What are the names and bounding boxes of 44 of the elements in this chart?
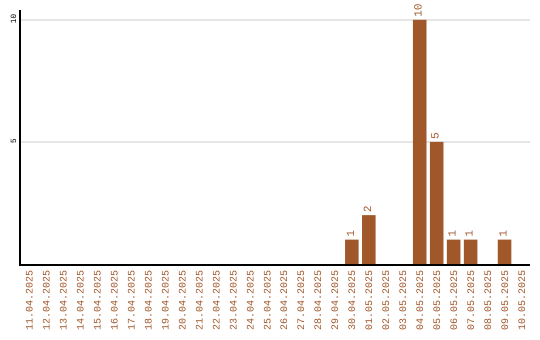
x-tick-label: 24.04.2025	[246, 270, 258, 330]
x-tick-label: 01.05.2025	[365, 270, 376, 330]
bar	[430, 142, 444, 264]
data-label: 2	[362, 206, 375, 212]
x-tick-label: 16.04.2025	[110, 270, 122, 330]
x-tick-label: 19.04.2025	[161, 270, 172, 330]
x-tick-label: 26.04.2025	[280, 270, 292, 330]
bar	[498, 240, 512, 264]
x-tick-label: 25.04.2025	[263, 270, 274, 330]
data-label: 1	[498, 230, 511, 237]
x-tick-label: 27.04.2025	[297, 270, 308, 330]
x-tick-label: 20.04.2025	[178, 270, 190, 330]
bar	[345, 240, 359, 264]
x-tick-label: 15.04.2025	[94, 270, 105, 330]
x-tick-label: 18.04.2025	[144, 270, 156, 330]
x-tick-label: 09.05.2025	[500, 270, 512, 330]
data-label: 1	[464, 230, 477, 237]
x-tick-label: 07.05.2025	[466, 270, 478, 330]
data-label: 1	[448, 230, 460, 237]
x-tick-label: 21.04.2025	[195, 270, 206, 330]
x-tick-label: 12.04.2025	[42, 270, 54, 330]
x-tick-label: 22.04.2025	[212, 270, 224, 330]
bar	[362, 215, 376, 264]
x-tick-label: 11.04.2025	[26, 270, 37, 330]
x-tick-label: 05.05.2025	[432, 270, 444, 330]
x-tick-label: 02.05.2025	[382, 270, 394, 330]
data-label: 10	[414, 4, 426, 17]
x-tick-label: 13.04.2025	[60, 270, 71, 330]
x-tick-label: 03.05.2025	[399, 270, 410, 330]
x-tick-label: 10.05.2025	[518, 270, 529, 330]
x-tick-label: 30.04.2025	[348, 270, 360, 330]
x-tick-label: 06.05.2025	[450, 270, 461, 330]
x-tick-label: 28.04.2025	[314, 270, 326, 330]
bar	[464, 240, 478, 264]
bar	[446, 240, 460, 264]
data-label: 5	[430, 132, 443, 139]
x-tick-label: 23.04.2025	[229, 270, 240, 330]
x-tick-label: 29.04.2025	[331, 270, 342, 330]
x-tick-label: 04.05.2025	[416, 270, 427, 330]
data-label: 1	[346, 230, 358, 237]
x-tick-label: 08.05.2025	[484, 270, 495, 330]
bar	[412, 20, 426, 264]
x-tick-label: 17.04.2025	[128, 270, 139, 330]
x-tick-label: 14.04.2025	[76, 270, 88, 330]
